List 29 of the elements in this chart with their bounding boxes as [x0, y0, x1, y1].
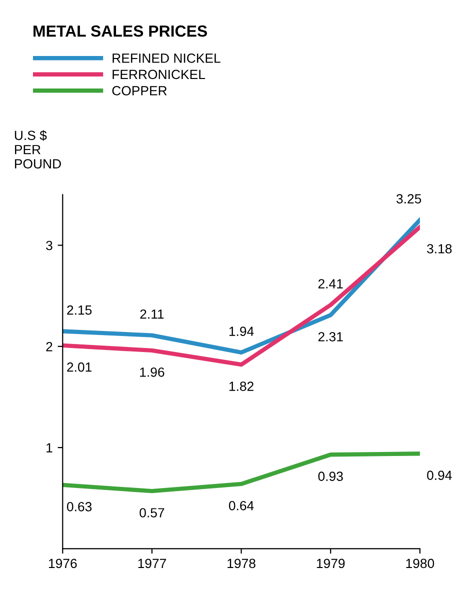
- x-tick-label: 1976: [48, 558, 77, 568]
- data-label: 1.82: [229, 382, 254, 391]
- data-label: 1.96: [140, 367, 164, 377]
- legend-label: REFINED NICKEL: [112, 54, 220, 63]
- y-axis-title: U.S $ PER POUND: [14, 130, 61, 168]
- data-label: 0.63: [66, 502, 92, 512]
- line-series: [62, 452, 420, 494]
- chart-title: METAL SALES PRICES: [34, 25, 207, 37]
- data-label: 1.94: [229, 326, 254, 336]
- legend-label: FERRONICKEL: [112, 70, 206, 80]
- data-label: 2.41: [318, 279, 343, 288]
- legend-label: COPPER: [112, 86, 167, 96]
- data-label: 2.31: [318, 332, 343, 342]
- x-tick-label: 1980: [406, 558, 434, 568]
- data-label: 0.57: [140, 508, 164, 518]
- data-label: 2.11: [140, 309, 164, 319]
- data-label: 0.94: [427, 470, 452, 480]
- data-label: 3.25: [396, 194, 422, 204]
- y-tick-label: 2: [46, 342, 52, 352]
- x-tick-label: 1978: [228, 558, 256, 568]
- data-label: 0.64: [228, 500, 254, 510]
- data-label: 3.18: [427, 244, 452, 254]
- y-tick-label: 1: [46, 443, 52, 452]
- x-tick-label: 1979: [316, 558, 345, 568]
- data-label: 2.15: [67, 305, 92, 315]
- y-tick-label: 3: [46, 240, 52, 250]
- data-label: 0.93: [318, 472, 343, 481]
- data-label: 2.01: [67, 362, 92, 372]
- x-tick-label: 1977: [138, 558, 166, 568]
